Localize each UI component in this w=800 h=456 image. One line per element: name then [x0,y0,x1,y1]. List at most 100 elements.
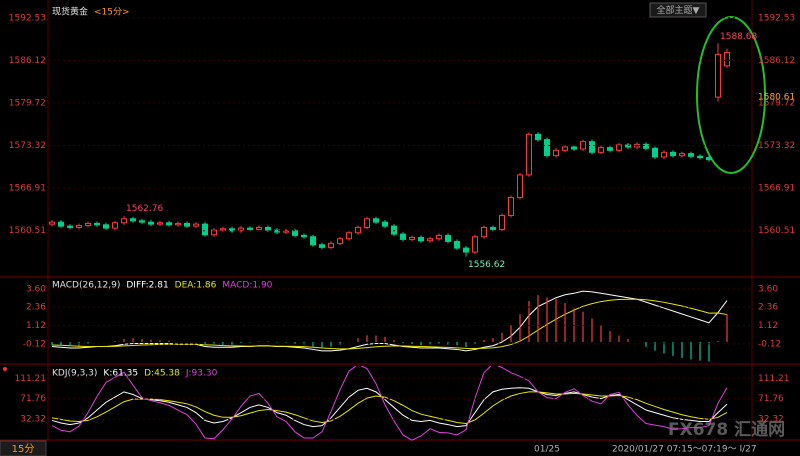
panel-title: 现货黄金 [52,6,88,18]
y-tick-label: 1586.12 [9,56,46,66]
candle-body [652,147,658,158]
candle-body [445,234,451,242]
candle-body [355,226,361,234]
y-tick-label-right: 1579.72 [758,98,795,108]
candle-body [67,225,73,228]
y-tick-label-right: 1586.12 [758,56,795,66]
candle-body [409,236,415,240]
panel-title: KDJ(9,3,3) [52,369,97,379]
y-tick-label: 1573.32 [9,141,46,151]
candle-body [571,146,577,150]
candle-body [670,151,676,157]
panel-period: <15分> [94,7,130,18]
y-tick-label-right: 1.12 [758,321,778,331]
candle-body [679,153,685,157]
candle-body [508,197,514,216]
y-tick-label: 3.60 [26,284,46,294]
candle-body [490,226,496,230]
indicator-line [51,366,728,441]
candle-body [337,238,343,244]
candle-body [256,226,262,230]
candle-body [553,149,559,157]
candle-body [301,234,307,238]
candle-body [346,232,352,240]
candle-body [544,139,550,157]
period-tab[interactable] [0,440,47,456]
legend-entry: D:45.38 [144,369,180,379]
candle-body [112,222,118,229]
candle-body [607,147,613,151]
y-tick-label: 32.32 [20,415,46,425]
candle-body [562,146,568,151]
candle-body [400,233,406,240]
candle-body [481,226,487,238]
candle-body [436,234,442,240]
candle-body [202,223,208,236]
y-tick-label: 1.12 [26,321,46,331]
y-tick-label-right: 1592.53 [758,13,795,23]
legend-entry: J:93.30 [185,369,218,379]
period-tab-label[interactable]: 15分 [12,443,35,455]
candle-body [94,222,100,226]
y-tick-label: -0.12 [23,339,46,349]
y-tick-label-right: 2.36 [758,303,778,313]
last-price-label: 1580.61 [758,93,795,103]
candle-body [661,151,667,158]
x-tick-label: 01/25 [534,445,560,455]
candle-body [391,225,397,235]
candle-body [724,52,730,67]
y-tick-label: 111.21 [15,374,47,384]
candle-body [688,153,694,157]
legend-entry: MACD:1.90 [222,281,272,291]
candle-body [166,222,172,226]
candle-body [382,221,388,227]
theme-button-label[interactable]: 全部主题▼ [657,4,700,16]
panel-title: MACD(26,12,9) [52,281,120,291]
candle-body [283,230,289,233]
candle-body [418,236,424,242]
panel [49,43,730,257]
candle-body [220,228,226,231]
candle-body [175,222,181,226]
legend-entry: K:61.35 [103,369,138,379]
candle-body [643,143,649,149]
candle-body [427,238,433,242]
status-text: 2020/01/27 07:15～07:19～ I/27 [612,445,757,455]
candle-body [238,227,244,232]
indicator-line [51,387,728,428]
y-tick-label-right: -0.12 [758,339,781,349]
y-tick-label-right: 32.32 [758,415,784,425]
candle-body [139,220,145,223]
indicator-dot [3,367,7,371]
candle-body [49,221,55,225]
y-tick-label: 71.76 [20,394,46,404]
high-annotation: 1562.76 [126,204,163,214]
watermark: FX678 汇通网 [668,420,785,440]
y-tick-label: 1566.91 [9,184,46,194]
y-tick-label: 1592.53 [9,13,46,23]
y-tick-label-right: 3.60 [758,284,778,294]
candle-body [598,147,604,153]
y-tick-label-right: 1560.51 [758,226,795,236]
candle-body [526,133,532,176]
candle-body [247,227,253,230]
candle-body [157,222,163,225]
candle-body [472,236,478,253]
candle-body [76,224,82,228]
candle-body [121,218,127,224]
candle-body [373,218,379,223]
theme-button[interactable] [649,2,707,18]
y-tick-label: 1560.51 [9,226,46,236]
y-tick-label: 2.36 [26,303,46,313]
y-tick-label-right: 71.76 [758,394,784,404]
candle-body [715,54,721,98]
y-tick-label-right: 1566.91 [758,184,795,194]
low-annotation: 1556.62 [468,260,505,270]
candle-body [589,141,595,153]
y-tick-label-right: 111.21 [758,374,790,384]
candle-body [184,222,190,227]
candle-body [328,242,334,248]
candle-body [616,144,622,151]
